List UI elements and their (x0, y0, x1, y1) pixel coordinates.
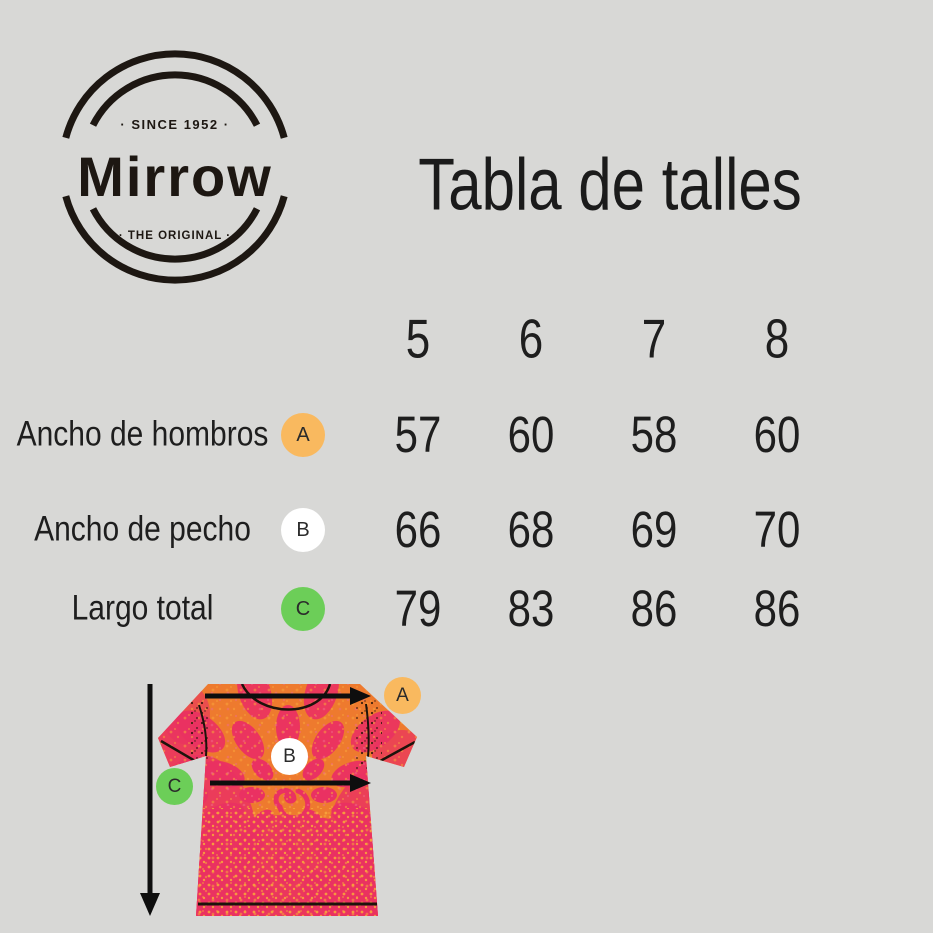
size-value: 66 (394, 500, 442, 559)
size-value: 58 (630, 405, 678, 464)
marker-badge-b: B (281, 508, 325, 552)
diagram-marker-a: A (384, 677, 421, 714)
logo-stamp-arcs-icon (62, 50, 288, 284)
size-value: 70 (753, 500, 801, 559)
logo-since-text: · SINCE 1952 · (120, 117, 230, 132)
size-value: 86 (630, 579, 678, 638)
table-row-total-length: Largo total C 79 83 86 86 (0, 579, 933, 639)
size-table-header: 5 6 7 8 (0, 309, 933, 370)
size-value: 79 (394, 579, 442, 638)
size-value: 69 (630, 500, 678, 559)
size-value: 83 (507, 579, 555, 638)
diagram-marker-b: B (271, 738, 308, 775)
logo-original-text: · THE ORIGINAL · (118, 230, 232, 242)
size-value: 68 (507, 500, 555, 559)
row-label: Largo total (71, 588, 214, 628)
size-column-header: 7 (641, 308, 667, 370)
size-value: 60 (507, 405, 555, 464)
size-column-header: 6 (518, 308, 544, 370)
size-column-header: 5 (405, 308, 431, 370)
brand-logo: · SINCE 1952 · Mirrow · THE ORIGINAL · (55, 45, 295, 285)
size-value: 57 (394, 405, 442, 464)
size-column-header: 8 (764, 308, 790, 370)
row-label: Ancho de hombros (16, 414, 269, 454)
page-title: Tabla de talles (418, 143, 802, 226)
row-label: Ancho de pecho (34, 509, 251, 549)
size-value: 86 (753, 579, 801, 638)
table-row-chest-width: Ancho de pecho B 66 68 69 70 (0, 500, 933, 560)
table-row-shoulder-width: Ancho de hombros A 57 60 58 60 (0, 405, 933, 465)
marker-badge-a: A (281, 413, 325, 457)
marker-badge-c: C (281, 587, 325, 631)
tshirt-illustration (140, 684, 417, 916)
diagram-marker-c: C (156, 768, 193, 805)
logo-brand-name: Mirrow (77, 145, 273, 208)
size-value: 60 (753, 405, 801, 464)
